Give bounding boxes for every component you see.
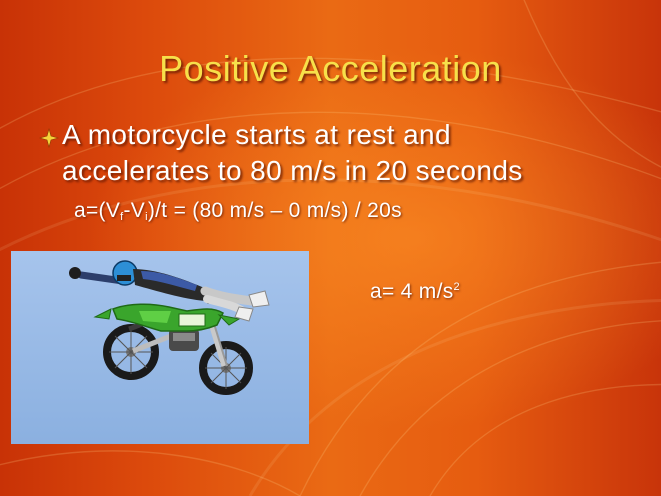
result-text: a= 4 m/s — [370, 280, 454, 303]
formula-part-3: )/t = (80 m/s – 0 m/s) / 20s — [147, 199, 402, 222]
rear-wheel — [103, 324, 159, 380]
formula-part-1: a=(V — [74, 199, 121, 222]
rider — [69, 260, 270, 322]
acceleration-formula: a=(Vf-Vi)/t = (80 m/s – 0 m/s) / 20s — [74, 199, 402, 223]
four-point-star-bullet-icon — [39, 128, 59, 148]
motocross-rider-photo — [11, 251, 309, 444]
formula-subscript-final: f — [120, 211, 124, 223]
bullet-line-1: A motorcycle starts at rest and — [62, 119, 451, 150]
front-wheel — [199, 341, 253, 395]
bullet-text: A motorcycle starts at rest and accelera… — [62, 117, 642, 189]
bullet-line-2: accelerates to 80 m/s in 20 seconds — [62, 155, 523, 186]
formula-subscript-initial: i — [145, 211, 148, 223]
slide-title: Positive Acceleration — [159, 48, 502, 89]
formula-part-2: -V — [123, 199, 146, 222]
motocross-illustration — [11, 251, 309, 444]
result-exponent: 2 — [453, 281, 460, 293]
acceleration-result: a= 4 m/s2 — [370, 280, 460, 304]
